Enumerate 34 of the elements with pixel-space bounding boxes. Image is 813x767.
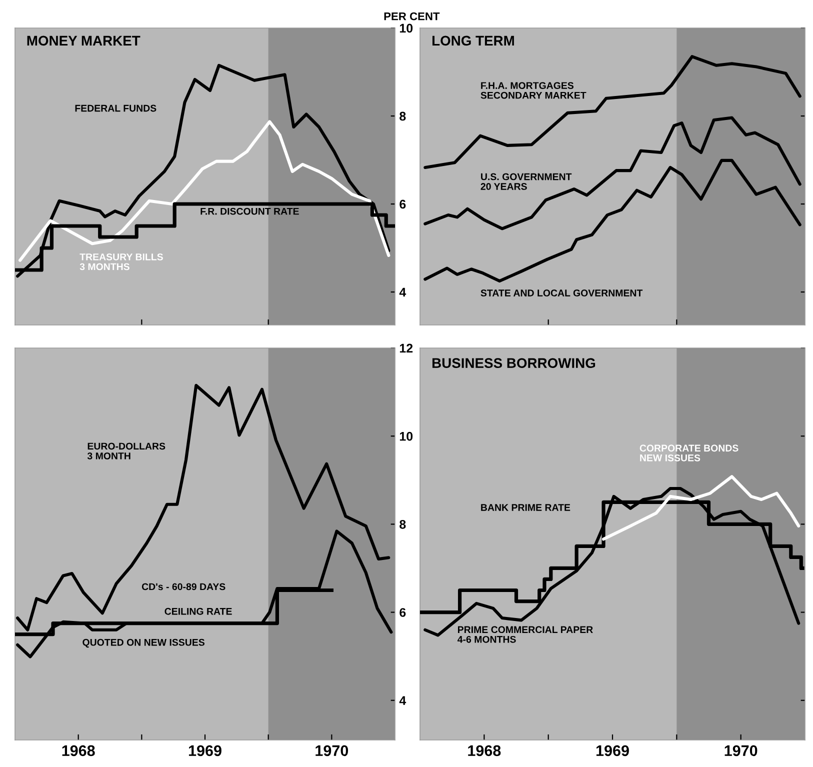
annotation: TREASURY BILLS 3 MONTHS [80,253,163,270]
y-tick-label: 10 [400,24,413,33]
y-tick-label: 8 [400,520,406,529]
y-axis-title: PER CENT [384,12,440,20]
annotation: CEILING RATE [164,608,232,615]
y-tick-label: 4 [399,288,406,297]
x-tick-label: 1970 [724,745,758,756]
y-tick-label: 12 [400,344,413,353]
annotation: STATE AND LOCAL GOVERNMENT [480,290,643,296]
y-tick-label: 6 [400,608,406,617]
annotation: F.H.A. MORTGAGES SECONDARY MARKET [480,82,586,99]
line-series [16,530,393,658]
annotation: BANK PRIME RATE [481,504,570,511]
y-tick-label: 10 [400,432,413,441]
y-tick-label: 8 [400,112,406,121]
annotation: CORPORATE BONDS NEW ISSUES [640,444,738,462]
x-tick-label: 1968 [468,745,501,756]
annotation: QUOTED ON NEW ISSUES [82,638,204,648]
annotation: U.S. GOVERNMENT 20 YEARS [480,173,572,190]
y-tick-label: 6 [400,200,406,209]
x-tick-label: 1970 [316,745,348,756]
x-tick-label: 1969 [596,745,629,756]
chart-title: LONG TERM [432,36,514,46]
text: BUSINESS BORROWING [432,358,596,368]
annotation: F.R. DISCOUNT RATE [200,208,299,215]
line-series [18,120,390,262]
y-tick-label: 4 [399,696,406,705]
annotation: FEDERAL FUNDS [75,104,156,112]
annotation: EURO-DOLLARS 3 MONTH [87,442,166,460]
chart-title: MONEY MARKET [27,36,140,46]
annotation: CD's - 60-89 DAYS [142,583,226,590]
annotation: PRIME COMMERCIAL PAPER 4-6 MONTHS [457,626,593,643]
x-tick-label: 1968 [62,745,95,756]
x-tick-label: 1969 [188,745,222,756]
